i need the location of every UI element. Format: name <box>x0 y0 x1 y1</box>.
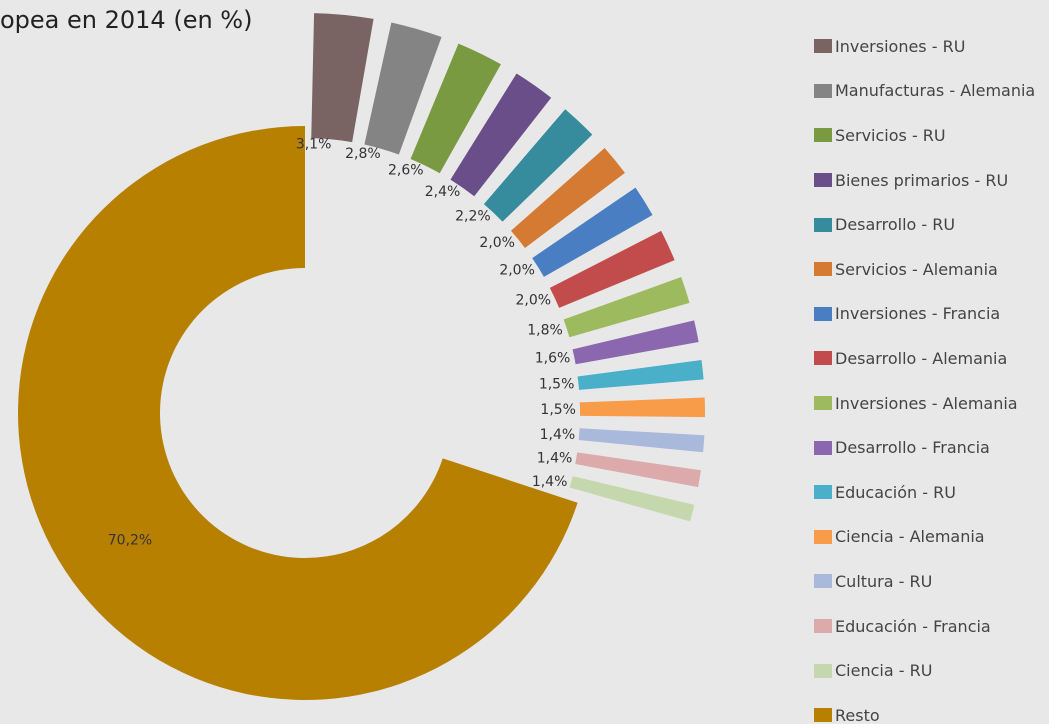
legend-item: Servicios - RU <box>814 113 1049 158</box>
legend-item: Inversiones - Francia <box>814 292 1049 337</box>
slice-group <box>18 13 706 700</box>
legend-label: Cultura - RU <box>835 571 933 591</box>
slice-12 <box>579 397 706 418</box>
legend-swatch <box>814 39 832 54</box>
slice-15 <box>569 476 695 522</box>
legend-swatch <box>814 396 832 411</box>
legend-item: Ciencia - RU <box>814 648 1049 693</box>
slice-8 <box>549 230 675 308</box>
legend-swatch <box>814 173 832 188</box>
data-label-7: 2,0% <box>499 263 535 279</box>
legend-item: Servicios - Alemania <box>814 247 1049 292</box>
slice-2 <box>364 22 442 155</box>
legend-item: Cultura - RU <box>814 559 1049 604</box>
legend-swatch <box>814 128 832 143</box>
legend-swatch <box>814 708 832 723</box>
slice-9 <box>563 277 690 338</box>
legend-swatch <box>814 574 832 589</box>
data-label-8: 2,0% <box>516 292 552 308</box>
data-label-5: 2,2% <box>455 209 491 225</box>
slice-7 <box>532 187 653 277</box>
legend-label: Manufacturas - Alemania <box>835 81 1036 101</box>
data-label-10: 1,6% <box>535 351 571 367</box>
legend-label: Educación - Francia <box>835 616 991 636</box>
slice-5 <box>483 109 593 222</box>
legend-item: Manufacturas - Alemania <box>814 69 1049 114</box>
legend-label: Ciencia - Alemania <box>835 527 985 547</box>
legend-item: Bienes primarios - RU <box>814 158 1049 203</box>
data-label-2: 2,8% <box>345 146 381 162</box>
data-label-9: 1,8% <box>527 323 563 339</box>
data-label-1: 3,1% <box>296 136 332 152</box>
data-label-13: 1,4% <box>540 427 576 443</box>
slice-3 <box>410 43 501 174</box>
legend-label: Desarrollo - RU <box>835 215 956 235</box>
legend-swatch <box>814 217 832 232</box>
legend-swatch <box>814 262 832 277</box>
legend-label: Desarrollo - Alemania <box>835 348 1008 368</box>
legend-swatch <box>814 351 832 366</box>
data-label-14: 1,4% <box>537 451 573 467</box>
label-group: 3,1% 2,8% 2,6%2,4% 2,2% 2,0% 2,0% 2,0% 1,8% 1,6%… <box>108 136 576 548</box>
legend-item: Educación - Francia <box>814 604 1049 649</box>
legend-item: Desarrollo - Alemania <box>814 336 1049 381</box>
legend-swatch <box>814 529 832 544</box>
data-label-4: 2,4% <box>425 184 461 200</box>
legend-label: Educación - RU <box>835 482 956 502</box>
legend-swatch <box>814 83 832 98</box>
legend-swatch <box>814 440 832 455</box>
chart-title: opea en 2014 (en %) <box>0 6 253 34</box>
legend-label: Servicios - Alemania <box>835 259 998 279</box>
data-label-11: 1,5% <box>539 377 575 393</box>
legend-swatch <box>814 306 832 321</box>
data-label-15: 1,4% <box>532 474 568 490</box>
slice-6 <box>510 147 625 248</box>
legend-label: Desarrollo - Francia <box>835 438 990 458</box>
legend-label: Bienes primarios - RU <box>835 170 1009 190</box>
legend: Inversiones - RU Manufacturas - Alemania S… <box>814 24 1049 724</box>
slice-10 <box>572 320 699 365</box>
legend-swatch <box>814 619 832 634</box>
legend-item: Educación - RU <box>814 470 1049 515</box>
slice-4 <box>450 73 552 197</box>
slice-16 <box>18 125 578 700</box>
slice-13 <box>578 428 705 453</box>
legend-label: Ciencia - RU <box>835 661 933 681</box>
legend-item: Inversiones - Alemania <box>814 381 1049 426</box>
legend-item: Desarrollo - Francia <box>814 425 1049 470</box>
slice-1 <box>311 13 374 143</box>
legend-label: Inversiones - RU <box>835 36 966 56</box>
data-label-6: 2,0% <box>479 235 515 251</box>
legend-label: Servicios - RU <box>835 125 946 145</box>
legend-swatch <box>814 485 832 500</box>
legend-item: Inversiones - RU <box>814 24 1049 69</box>
data-label-16: 70,2% <box>108 533 152 549</box>
legend-swatch <box>814 663 832 678</box>
legend-label: Inversiones - Alemania <box>835 393 1018 413</box>
slice-11 <box>577 359 704 390</box>
slice-14 <box>575 452 701 488</box>
legend-item: Desarrollo - RU <box>814 202 1049 247</box>
legend-label: Resto <box>835 705 880 724</box>
legend-item: Resto <box>814 693 1049 724</box>
data-label-3: 2,6% <box>388 162 424 178</box>
legend-label: Inversiones - Francia <box>835 304 1001 324</box>
legend-item: Ciencia - Alemania <box>814 515 1049 560</box>
data-label-12: 1,5% <box>540 402 576 418</box>
